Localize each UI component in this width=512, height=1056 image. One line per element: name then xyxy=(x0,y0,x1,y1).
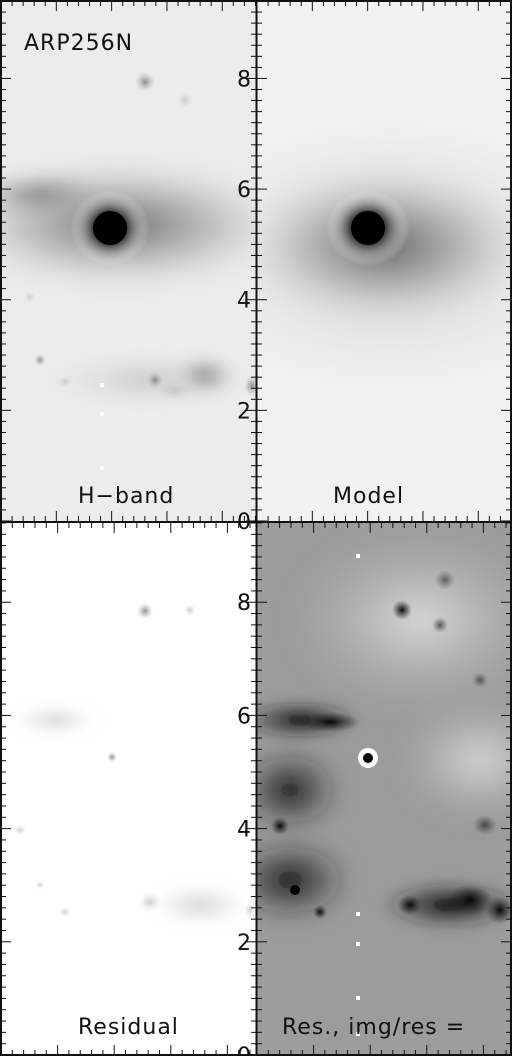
object-name-label: ARP256N xyxy=(24,31,133,56)
tick-label: 4 xyxy=(237,289,251,314)
ratio-panel xyxy=(257,523,511,1055)
axis-tick-labels: 0 2 4 6 8 0 2 4 6 8 xyxy=(237,67,251,1056)
tick-label: 0 xyxy=(237,510,251,535)
hband-panel-label: H−band xyxy=(78,484,174,509)
ratio-panel-label: Res., img/res = xyxy=(282,1015,465,1040)
tick-label: 6 xyxy=(237,178,251,203)
tick-label: 6 xyxy=(237,704,251,729)
model-panel xyxy=(257,1,511,521)
residual-panel xyxy=(1,523,256,1055)
residual-panel-label: Residual xyxy=(78,1015,179,1040)
tick-label: 2 xyxy=(237,399,251,424)
tick-label: 8 xyxy=(237,591,251,616)
tick-label: 4 xyxy=(237,818,251,843)
tick-label: 2 xyxy=(237,931,251,956)
model-panel-label: Model xyxy=(333,484,404,509)
tick-label: 8 xyxy=(237,67,251,92)
hband-panel xyxy=(1,1,256,521)
tick-label: 0 xyxy=(237,1044,251,1056)
